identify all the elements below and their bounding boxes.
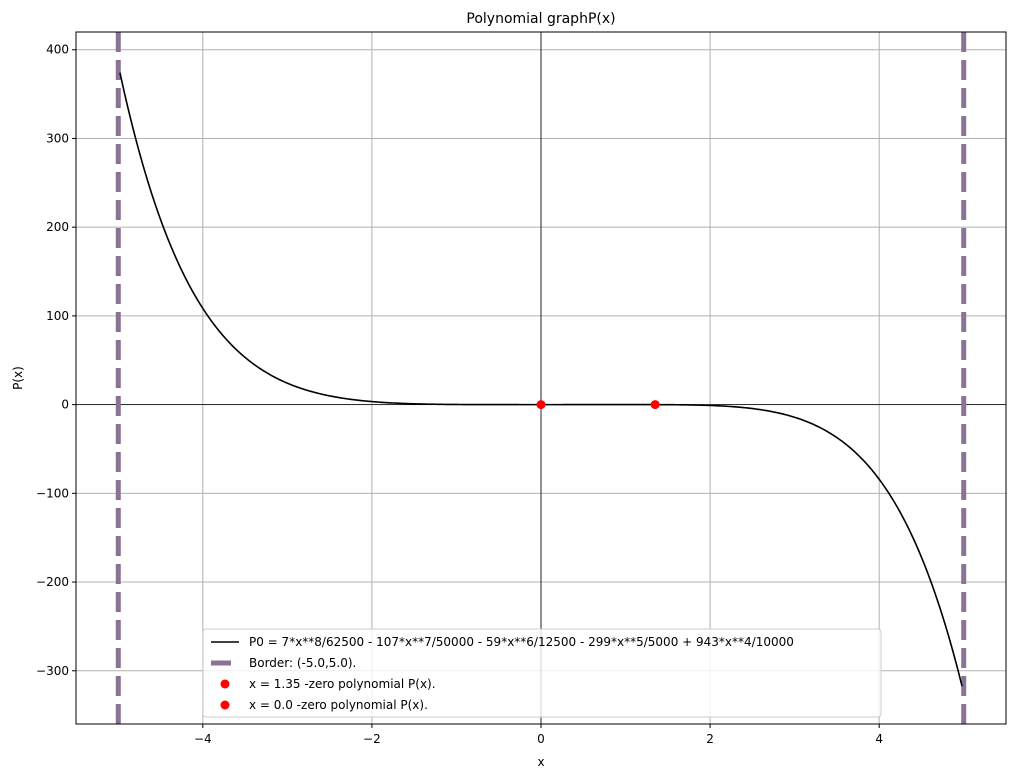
series-layer (115, 32, 967, 724)
x-tick-label: 0 (537, 732, 545, 746)
x-axis-label: x (537, 755, 544, 769)
y-tick-label: 200 (46, 220, 69, 234)
legend-box (202, 628, 882, 718)
legend-label: x = 1.35 -zero polynomial P(x). (249, 677, 436, 691)
legend-label: P0 = 7*x**8/62500 - 107*x**7/50000 - 59*… (249, 635, 794, 649)
zero-point (536, 400, 546, 410)
legend-label: x = 0.0 -zero polynomial P(x). (249, 698, 428, 712)
y-tick-label: −300 (36, 664, 69, 678)
legend-point-swatch (220, 679, 230, 689)
y-tick-label: 300 (46, 131, 69, 145)
y-tick-label: 100 (46, 309, 69, 323)
chart-title: Polynomial graphP(x) (466, 11, 615, 27)
y-tick-label: 400 (46, 43, 69, 57)
legend-point-swatch (220, 700, 230, 710)
y-axis-label: P(x) (11, 366, 25, 390)
legend: P0 = 7*x**8/62500 - 107*x**7/50000 - 59*… (202, 628, 882, 718)
y-tick-label: −100 (36, 486, 69, 500)
x-tick-label: −2 (363, 732, 381, 746)
x-tick-label: −4 (194, 732, 212, 746)
y-tick-label: 0 (61, 398, 69, 412)
ticks: −4 −2 0 2 4 −300 −200 −100 0 100 200 300 400 (36, 43, 883, 746)
y-tick-label: −200 (36, 575, 69, 589)
x-tick-label: 2 (706, 732, 714, 746)
x-tick-label: 4 (875, 732, 883, 746)
zero-point (650, 400, 660, 410)
legend-label: Border: (-5.0,5.0). (249, 656, 356, 670)
